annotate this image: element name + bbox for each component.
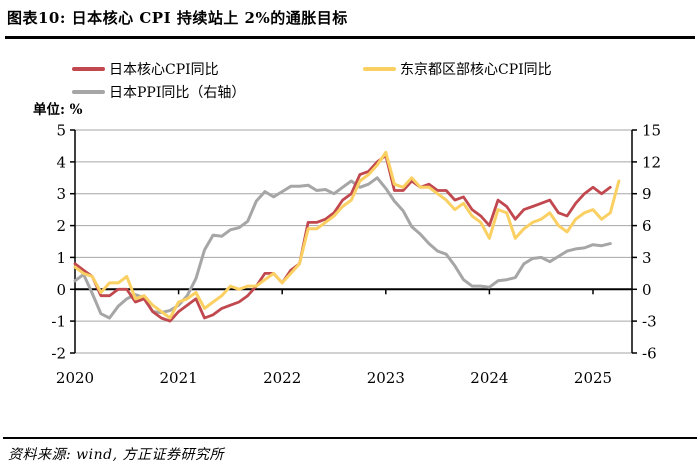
source-rule xyxy=(3,437,697,439)
right-axis-label: 0 xyxy=(642,281,652,299)
legend-label: 日本PPI同比（右轴） xyxy=(109,85,246,101)
right-axis-label: -3 xyxy=(642,313,657,331)
right-axis-label: 3 xyxy=(642,249,652,267)
left-axis-label: 5 xyxy=(56,122,66,140)
left-axis-label: -2 xyxy=(51,345,66,363)
legend-label: 日本核心CPI同比 xyxy=(109,62,219,78)
page-title: 图表10: 日本核心 CPI 持续站上 2%的通胀目标 xyxy=(7,9,348,27)
legend-line-icon xyxy=(72,90,105,94)
legend-item-japan-ppi: 日本PPI同比（右轴） xyxy=(72,82,245,102)
x-axis-label: 2022 xyxy=(263,369,301,387)
x-axis-label: 2020 xyxy=(56,369,94,387)
source-note: 资料来源: wind, 方正证券研究所 xyxy=(8,447,225,463)
right-axis-label: 6 xyxy=(642,217,652,235)
left-axis-label: 3 xyxy=(56,185,66,203)
left-axis-label: 0 xyxy=(56,281,66,299)
legend-line-icon xyxy=(363,67,396,71)
legend-label: 东京都区部核心CPI同比 xyxy=(400,62,552,78)
right-axis-label: -6 xyxy=(642,345,657,363)
x-axis-label: 2024 xyxy=(470,369,508,387)
right-axis-label: 15 xyxy=(642,122,661,140)
legend-line-icon xyxy=(72,67,105,71)
x-axis-label: 2025 xyxy=(574,369,612,387)
x-axis-label: 2023 xyxy=(367,369,405,387)
left-axis-label: 4 xyxy=(56,153,66,171)
series-line-japan-core-cpi xyxy=(73,154,612,323)
left-axis-label: 1 xyxy=(56,249,66,267)
right-axis-label: 12 xyxy=(642,153,661,171)
unit-label: 单位: % xyxy=(33,102,83,118)
legend-item-japan-core-cpi: 日本核心CPI同比 xyxy=(72,59,219,79)
legend-item-tokyo-core-cpi: 东京都区部核心CPI同比 xyxy=(363,59,552,79)
left-axis-label: 2 xyxy=(56,217,66,235)
title-rule xyxy=(5,36,695,39)
right-axis-label: 9 xyxy=(642,185,652,203)
left-axis-label: -1 xyxy=(51,313,66,331)
series-line-tokyo-core-cpi xyxy=(73,150,621,320)
x-axis-label: 2021 xyxy=(160,369,198,387)
